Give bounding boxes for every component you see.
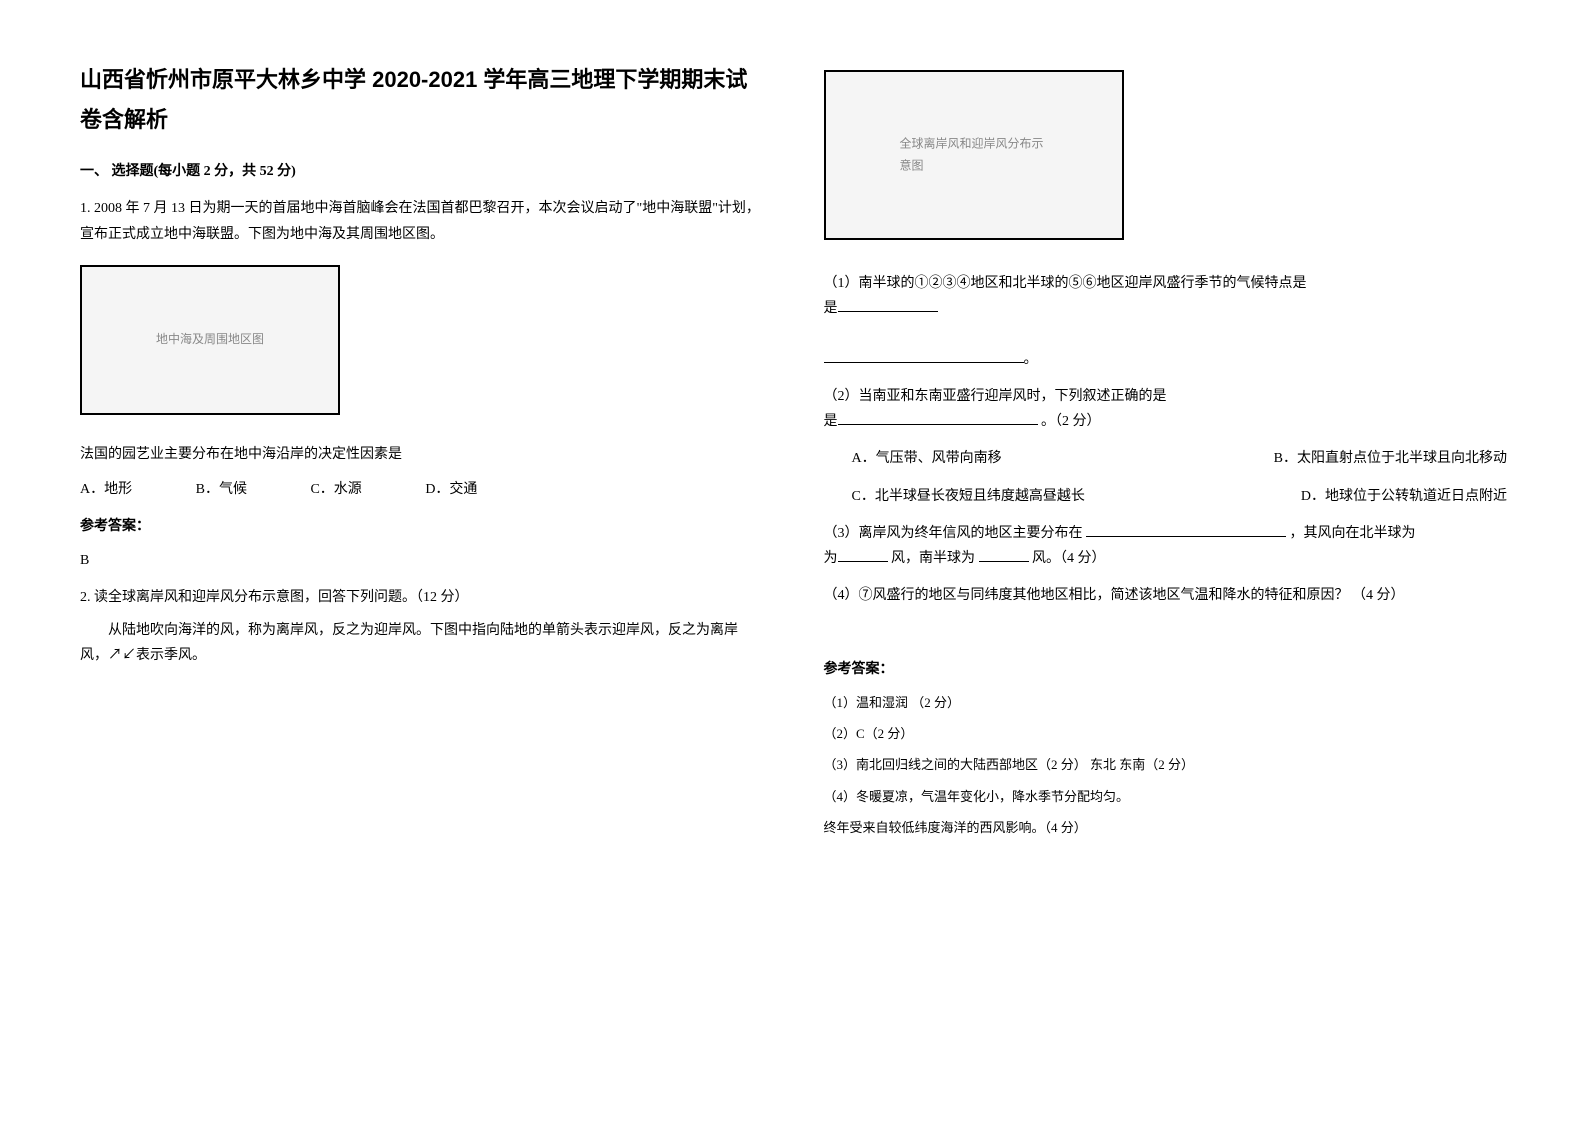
q2-sub3-pre: （3）离岸风为终年信风的地区主要分布在 bbox=[824, 526, 1083, 541]
q2-stem: 2. 读全球离岸风和迎岸风分布示意图，回答下列问题。（12 分） bbox=[80, 585, 764, 610]
q2-sub3: （3）离岸风为终年信风的地区主要分布在 ，其风向在北半球为 为 风，南半球为 风… bbox=[824, 521, 1508, 571]
q2-sub2-option-d: D．地球位于公转轨道近日点附近 bbox=[1301, 484, 1507, 509]
q1-answer: B bbox=[80, 548, 764, 573]
blank bbox=[1086, 523, 1286, 537]
q2-sub2-option-b: B．太阳直射点位于北半球且向北移动 bbox=[1274, 446, 1507, 471]
q2-ans4: （4）冬暖夏凉，气温年变化小，降水季节分配均匀。 bbox=[824, 785, 1508, 808]
q1-option-d: D．交通 bbox=[425, 477, 477, 502]
q2-sub3-mid2: 风，南半球为 bbox=[891, 551, 975, 566]
q1-stem: 1. 2008 年 7 月 13 日为期一天的首届地中海首脑峰会在法国首都巴黎召… bbox=[80, 196, 764, 246]
blank bbox=[838, 548, 888, 562]
q2-sub3-end: 风。（4 分） bbox=[1032, 551, 1106, 566]
q1-option-c: C．水源 bbox=[310, 477, 361, 502]
q2-sub1-text: （1）南半球的①②③④地区和北半球的⑤⑥地区迎岸风盛行季节的气候特点是 bbox=[824, 276, 1307, 291]
q2-ans2: （2）C（2 分） bbox=[824, 722, 1508, 745]
q2-description: 从陆地吹向海洋的风，称为离岸风，反之为迎岸风。下图中指向陆地的单箭头表示迎岸风，… bbox=[80, 618, 764, 668]
q2-sub3-mid: ，其风向在北半球为 bbox=[1290, 526, 1416, 541]
blank bbox=[838, 298, 938, 312]
q1-option-b: B．气候 bbox=[196, 477, 247, 502]
q2-figure: 全球离岸风和迎岸风分布示意图 bbox=[824, 70, 1124, 240]
q2-answer-label: 参考答案： bbox=[824, 657, 1508, 682]
q2-answers: （1）温和湿润 （2 分） （2）C（2 分） （3）南北回归线之间的大陆西部地… bbox=[824, 691, 1508, 840]
q2-sub4: （4）⑦风盛行的地区与同纬度其他地区相比，简述该地区气温和降水的特征和原因？ （… bbox=[824, 583, 1508, 608]
q2-figure-note: 全球离岸风和迎岸风分布示意图 bbox=[900, 133, 1048, 176]
blank bbox=[838, 411, 1038, 425]
page-title: 山西省忻州市原平大林乡中学 2020-2021 学年高三地理下学期期末试卷含解析 bbox=[80, 60, 764, 139]
q2-sub2-row1: A．气压带、风带向南移 B．太阳直射点位于北半球且向北移动 bbox=[824, 446, 1508, 471]
q2-ans4b: 终年受来自较低纬度海洋的西风影响。（4 分） bbox=[824, 816, 1508, 839]
q2-ans1: （1）温和湿润 （2 分） bbox=[824, 691, 1508, 714]
q1-figure-note: 地中海及周围地区图 bbox=[156, 329, 264, 351]
q2-sub1: （1）南半球的①②③④地区和北半球的⑤⑥地区迎岸风盛行季节的气候特点是 是 。 bbox=[824, 271, 1508, 372]
q2-sub2-option-c: C．北半球昼长夜短且纬度越高昼越长 bbox=[824, 484, 1085, 509]
q1-option-a: A．地形 bbox=[80, 477, 132, 502]
q1-options: A．地形 B．气候 C．水源 D．交通 bbox=[80, 477, 764, 502]
q2-sub2-text: （2）当南亚和东南亚盛行迎岸风时，下列叙述正确的是 bbox=[824, 389, 1167, 404]
q2-sub2-option-a: A．气压带、风带向南移 bbox=[824, 446, 1002, 471]
q2-sub2: （2）当南亚和东南亚盛行迎岸风时，下列叙述正确的是 是 。（2 分） bbox=[824, 384, 1508, 434]
q1-subquestion: 法国的园艺业主要分布在地中海沿岸的决定性因素是 bbox=[80, 442, 764, 467]
q2-ans3: （3）南北回归线之间的大陆西部地区（2 分） 东北 东南（2 分） bbox=[824, 753, 1508, 776]
q2-sub2-score: 。（2 分） bbox=[1041, 414, 1101, 429]
section-heading: 一、 选择题(每小题 2 分，共 52 分) bbox=[80, 159, 764, 184]
blank bbox=[979, 548, 1029, 562]
q1-figure: 地中海及周围地区图 bbox=[80, 265, 340, 415]
q1-answer-label: 参考答案： bbox=[80, 514, 764, 539]
q2-sub2-row2: C．北半球昼长夜短且纬度越高昼越长 D．地球位于公转轨道近日点附近 bbox=[824, 484, 1508, 509]
blank bbox=[824, 349, 1024, 363]
